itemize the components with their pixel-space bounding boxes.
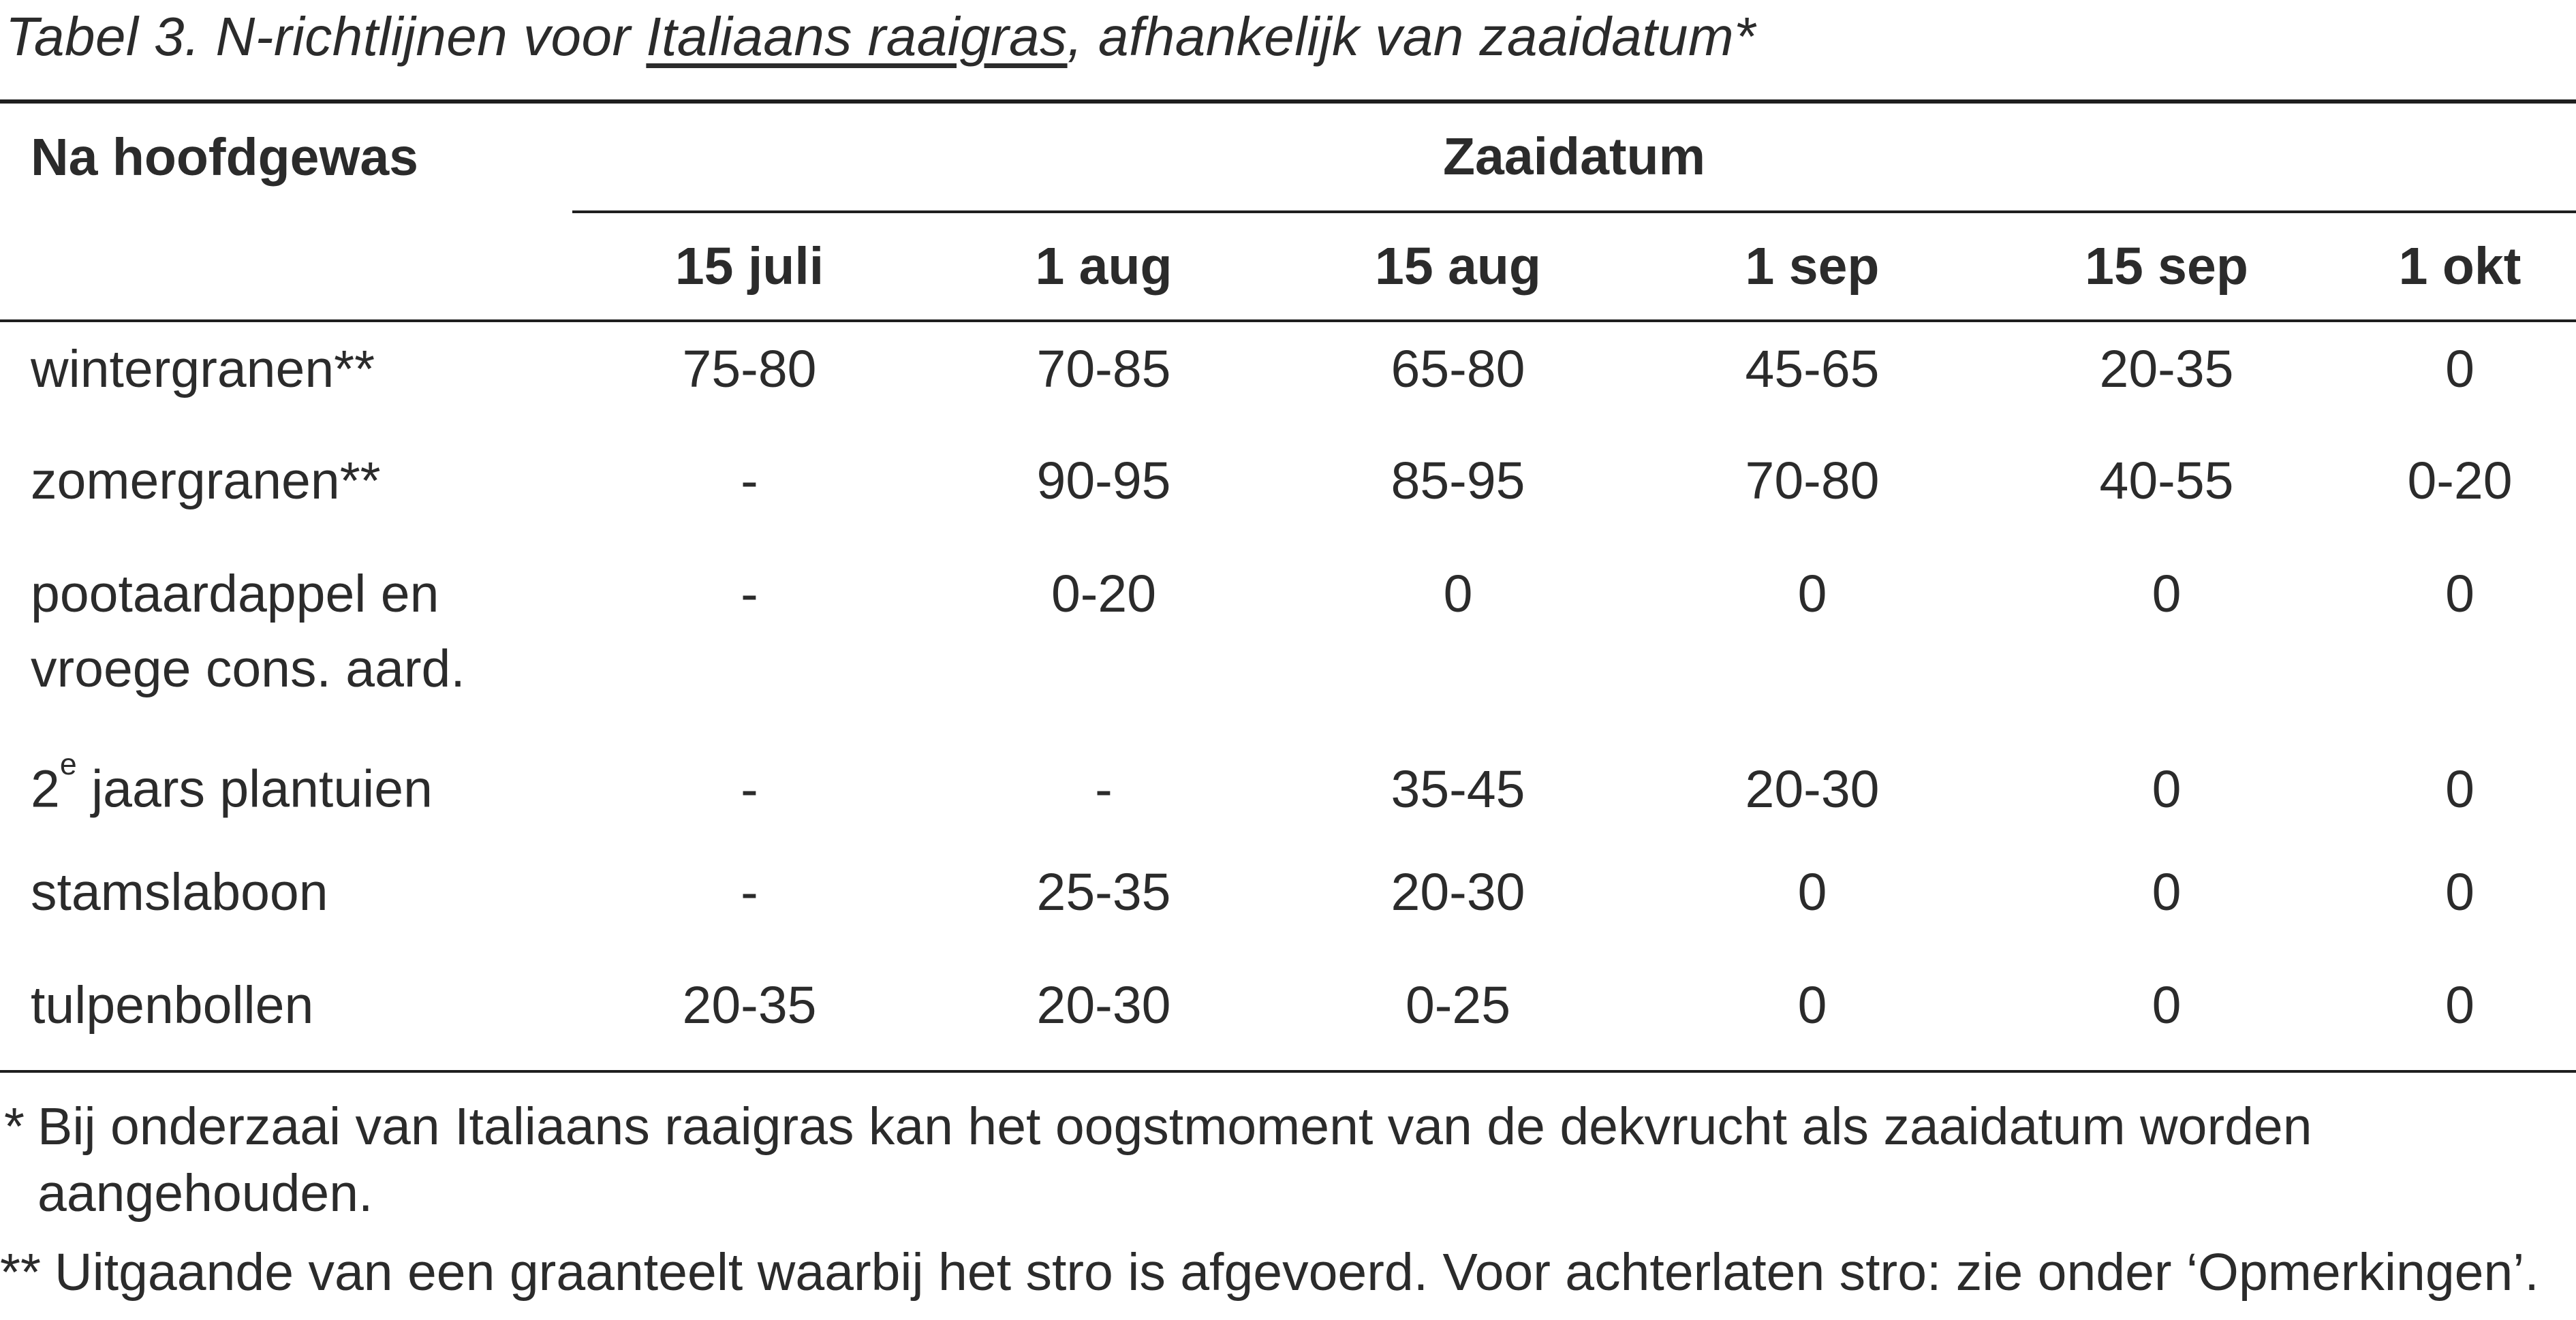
caption-prefix: Tabel 3. N-richtlijnen voor bbox=[5, 6, 647, 67]
value-cell: 0 bbox=[2445, 340, 2474, 398]
value-cell: 0 bbox=[1989, 958, 2344, 1073]
value-cell: - bbox=[1095, 759, 1113, 819]
value-cell: 20-35 bbox=[2099, 340, 2234, 398]
row-label: pootaardappel en vroege cons. aard. bbox=[31, 565, 465, 698]
table-row: zomergranen** - 90-95 85-95 70-80 40-55 … bbox=[0, 434, 2576, 547]
value-cell: 65-80 bbox=[1391, 340, 1525, 398]
n-guidelines-table: Na hoofdgewas Zaaidatum 15 juli 1 aug 15… bbox=[0, 99, 2576, 1073]
value-cell: - bbox=[741, 863, 758, 922]
value-cell: 45-65 bbox=[1745, 340, 1880, 398]
corner-header-empty bbox=[0, 212, 572, 322]
column-header: 15 juli bbox=[572, 212, 927, 322]
value-cell: 75-80 bbox=[682, 340, 817, 398]
table-row: stamslaboon - 25-35 20-30 0 0 0 bbox=[0, 845, 2576, 958]
value-cell: 0 bbox=[2344, 958, 2576, 1073]
footnote-double-asterisk: ** Uitgaande van een graanteelt waarbij … bbox=[0, 1239, 2576, 1306]
value-cell: - bbox=[741, 759, 758, 819]
footnote-marker: * bbox=[4, 1097, 25, 1156]
table-header: Na hoofdgewas Zaaidatum 15 juli 1 aug 15… bbox=[0, 101, 2576, 322]
table-row: pootaardappel en vroege cons. aard. - 0-… bbox=[0, 547, 2576, 732]
footnote-line: Bij onderzaai van Italiaans raaigras kan… bbox=[37, 1097, 2312, 1156]
footnote-single-asterisk: * Bij onderzaai van Italiaans raaigras k… bbox=[0, 1093, 2576, 1227]
value-cell: 0-25 bbox=[1281, 958, 1635, 1073]
row-label-part: jaars plantuien bbox=[76, 759, 433, 819]
value-cell: 70-85 bbox=[1036, 340, 1171, 398]
value-cell: 0 bbox=[2445, 759, 2474, 819]
value-cell: - bbox=[741, 565, 758, 623]
value-cell: 85-95 bbox=[1391, 452, 1525, 510]
row-label: zomergranen** bbox=[31, 452, 381, 510]
value-cell: 0 bbox=[2152, 863, 2182, 922]
value-cell: 35-45 bbox=[1391, 759, 1525, 819]
group-header-zaaidatum: Zaaidatum bbox=[572, 101, 2576, 213]
value-cell: 90-95 bbox=[1036, 452, 1171, 510]
table-row: wintergranen** 75-80 70-85 65-80 45-65 2… bbox=[0, 321, 2576, 434]
group-header-row: Na hoofdgewas Zaaidatum bbox=[0, 101, 2576, 213]
table-row: tulpenbollen 20-35 20-30 0-25 0 0 0 bbox=[0, 958, 2576, 1073]
footnote-line: Uitgaande van een graanteelt waarbij het… bbox=[55, 1243, 2539, 1302]
column-header: 1 okt bbox=[2344, 212, 2576, 322]
footnote-marker: ** bbox=[0, 1243, 41, 1302]
value-cell: 0 bbox=[2152, 565, 2182, 623]
footnote-text: Bij onderzaai van Italiaans raaigras kan… bbox=[37, 1093, 2576, 1227]
row-label: tulpenbollen bbox=[0, 958, 572, 1073]
value-cell: 20-30 bbox=[1745, 759, 1880, 819]
row-label-superscript: e bbox=[59, 747, 77, 781]
row-label: wintergranen** bbox=[31, 340, 375, 398]
table-row: 2e jaars plantuien - - 35-45 20-30 0 0 bbox=[0, 732, 2576, 845]
value-cell: 25-35 bbox=[1036, 863, 1171, 922]
column-header: 15 aug bbox=[1281, 212, 1635, 322]
caption-underlined-term: Italiaans raaigras bbox=[646, 6, 1068, 67]
footnotes: * Bij onderzaai van Italiaans raaigras k… bbox=[0, 1093, 2576, 1306]
column-header: 15 sep bbox=[1989, 212, 2344, 322]
column-header: 1 sep bbox=[1635, 212, 1989, 322]
value-cell: 0 bbox=[1797, 863, 1827, 922]
column-header: 1 aug bbox=[927, 212, 1281, 322]
table-body: wintergranen** 75-80 70-85 65-80 45-65 2… bbox=[0, 321, 2576, 1073]
value-cell: - bbox=[741, 452, 758, 510]
value-cell: 0 bbox=[2445, 565, 2474, 623]
table-caption: Tabel 3. N-richtlijnen voor Italiaans ra… bbox=[0, 5, 2576, 68]
value-cell: 40-55 bbox=[2099, 452, 2234, 510]
value-cell: 0-20 bbox=[1051, 565, 1157, 623]
value-cell: 0 bbox=[1635, 958, 1989, 1073]
value-cell: 0 bbox=[2152, 759, 2182, 819]
value-cell: 0-20 bbox=[2407, 452, 2513, 510]
value-cell: 0 bbox=[1443, 565, 1473, 623]
footnote-text: Uitgaande van een graanteelt waarbij het… bbox=[55, 1239, 2576, 1306]
row-label: 2e jaars plantuien bbox=[0, 732, 572, 845]
value-cell: 20-30 bbox=[927, 958, 1281, 1073]
value-cell: 20-35 bbox=[572, 958, 927, 1073]
value-cell: 0 bbox=[1797, 565, 1827, 623]
row-label: stamslaboon bbox=[31, 863, 328, 922]
footnote-line: aangehouden. bbox=[37, 1164, 373, 1223]
row-label-part: 2 bbox=[31, 759, 60, 819]
caption-suffix: , afhankelijk van zaaidatum* bbox=[1067, 6, 1756, 67]
value-cell: 20-30 bbox=[1391, 863, 1525, 922]
value-cell: 0 bbox=[2445, 863, 2474, 922]
value-cell: 70-80 bbox=[1745, 452, 1880, 510]
corner-header: Na hoofdgewas bbox=[31, 128, 419, 187]
column-header-row: 15 juli 1 aug 15 aug 1 sep 15 sep 1 okt bbox=[0, 212, 2576, 322]
